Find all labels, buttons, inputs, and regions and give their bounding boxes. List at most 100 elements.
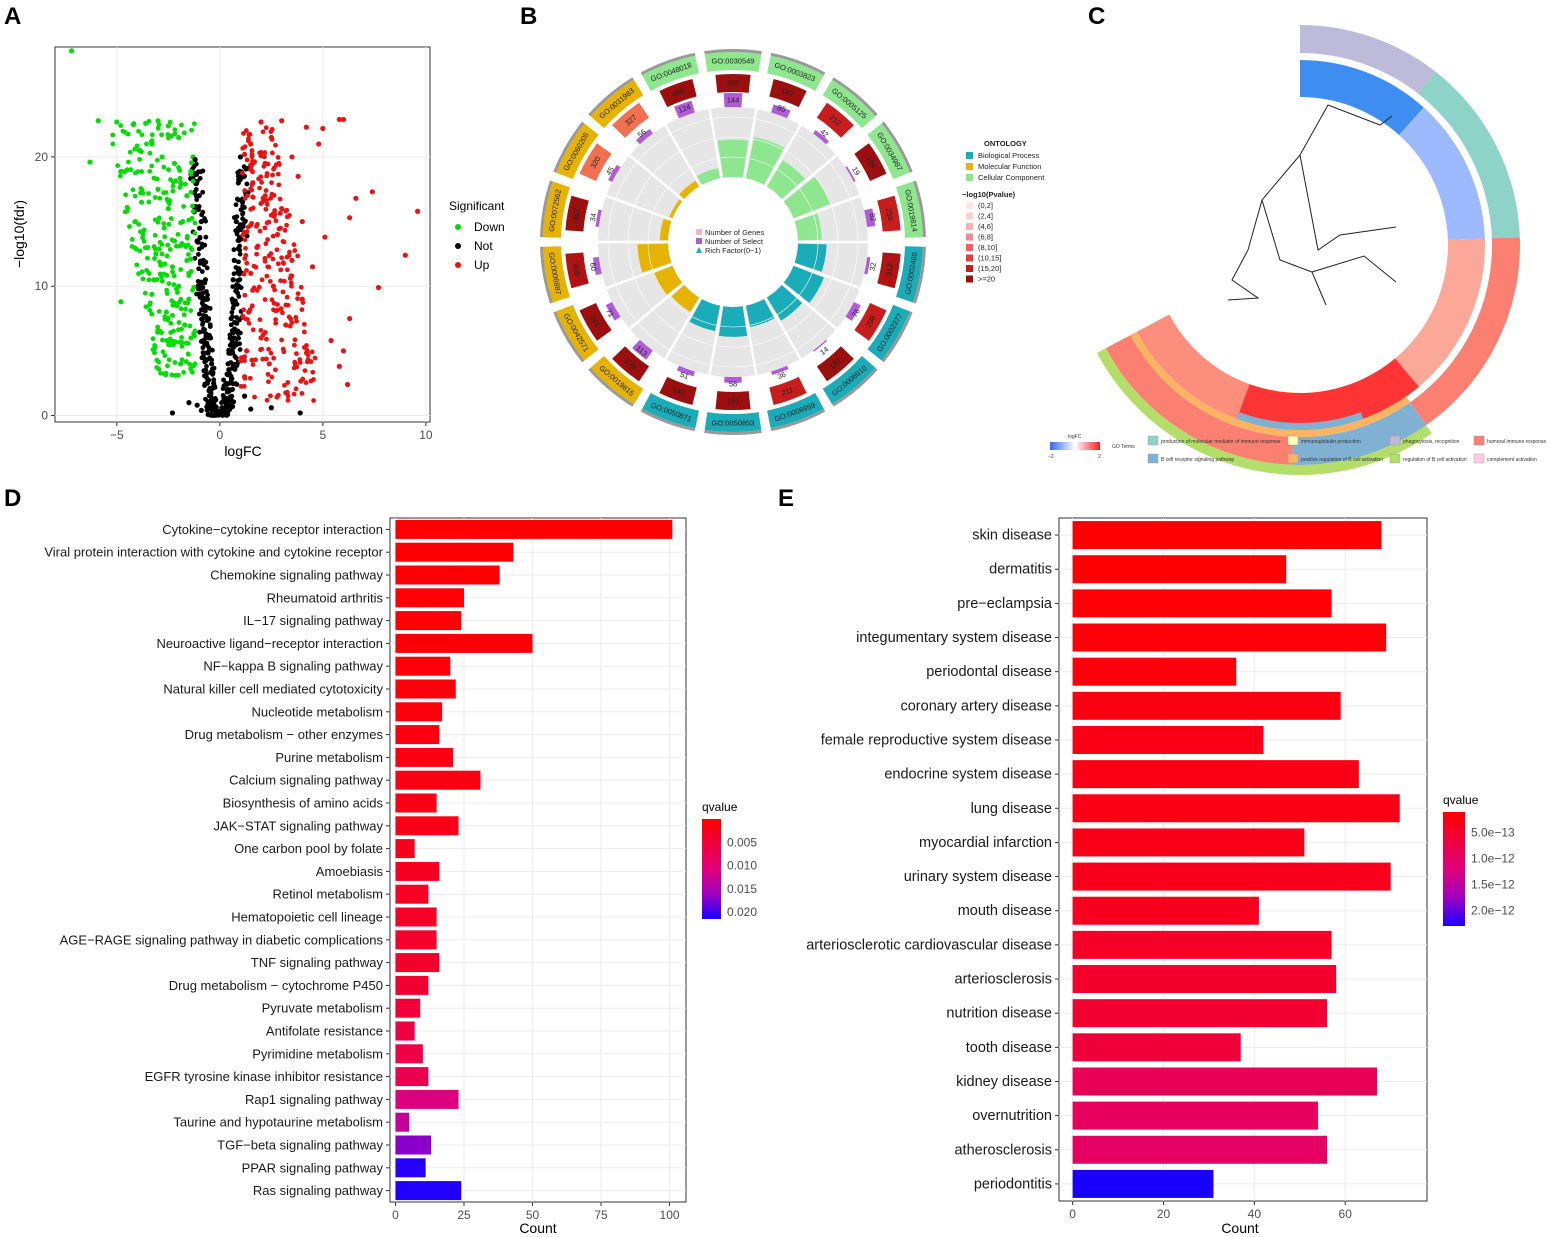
go-term-segment bbox=[1236, 412, 1364, 430]
volcano-point-up bbox=[300, 376, 306, 382]
circos-genes-label: 407 bbox=[571, 207, 582, 221]
circos-term-band bbox=[590, 355, 644, 405]
volcano-point-down bbox=[188, 256, 194, 262]
volcano-point-not bbox=[236, 277, 242, 283]
volcano-point-down bbox=[145, 255, 150, 261]
circos-rich-factor bbox=[718, 306, 748, 337]
volcano-point-down bbox=[147, 307, 153, 313]
volcano-point-up bbox=[340, 348, 347, 354]
volcano-point-up bbox=[249, 151, 255, 157]
bar-category-label: myocardial infarction bbox=[919, 835, 1052, 851]
circos-genes-label: 143 bbox=[671, 385, 686, 398]
volcano-point-down bbox=[130, 121, 136, 128]
volcano-point-not bbox=[219, 405, 225, 411]
volcano-point-up bbox=[264, 171, 270, 176]
volcano-point-not bbox=[236, 235, 242, 240]
volcano-point-not bbox=[231, 335, 237, 341]
volcano-point-up bbox=[266, 264, 272, 270]
volcano-point-up bbox=[279, 255, 285, 261]
volcano-point-not bbox=[192, 189, 198, 195]
bar bbox=[1072, 1033, 1241, 1062]
volcano-point-up bbox=[275, 155, 281, 160]
volcano-point-not bbox=[210, 408, 215, 414]
circos-genes-label: 147 bbox=[780, 86, 795, 99]
volcano-point-down bbox=[171, 238, 178, 244]
kegg-legend-ticks: 0.005 0.010 0.015 0.020 bbox=[721, 835, 757, 919]
volcano-point-not bbox=[197, 286, 203, 292]
volcano-point-not bbox=[202, 216, 207, 221]
volcano-point-up bbox=[256, 176, 262, 182]
go-term-segment bbox=[1418, 71, 1520, 239]
volcano-point-up bbox=[250, 205, 256, 211]
circos-select-bar bbox=[845, 166, 856, 182]
go-term-segment bbox=[1410, 237, 1520, 426]
volcano-point-down bbox=[118, 123, 124, 128]
volcano-point-up bbox=[260, 356, 266, 362]
volcano-point-down bbox=[123, 192, 129, 198]
legend-cc-swatch bbox=[966, 174, 973, 181]
volcano-point-not bbox=[241, 164, 247, 170]
bar bbox=[395, 816, 459, 836]
legend-up-dot bbox=[455, 262, 461, 268]
legend-bp-swatch bbox=[966, 152, 973, 159]
bar-category-label: atherosclerosis bbox=[954, 1142, 1052, 1158]
circos-select-label: 45 bbox=[604, 165, 616, 177]
volcano-point-up bbox=[273, 317, 279, 322]
circos-tick-ring bbox=[913, 180, 926, 238]
volcano-point-not bbox=[220, 392, 226, 398]
volcano-point-not bbox=[228, 322, 234, 328]
volcano-point-not bbox=[229, 328, 235, 334]
volcano-point-not bbox=[206, 335, 213, 341]
volcano-x-tick-label: 5 bbox=[320, 428, 327, 442]
volcano-point-down bbox=[185, 351, 191, 357]
volcano-point-not bbox=[205, 350, 211, 356]
bar bbox=[1072, 589, 1332, 618]
volcano-point-not bbox=[236, 294, 242, 299]
volcano-point-not bbox=[233, 329, 239, 335]
volcano-point-up bbox=[262, 225, 268, 231]
bar-category-label: integumentary system disease bbox=[856, 630, 1052, 646]
volcano-point-up bbox=[271, 165, 277, 171]
bar bbox=[1072, 623, 1387, 652]
volcano-x-label: logFC bbox=[224, 443, 261, 459]
volcano-point-not bbox=[204, 363, 209, 369]
volcano-point-up bbox=[246, 309, 252, 315]
circos-genes-bar bbox=[769, 376, 807, 406]
volcano-point-up bbox=[288, 273, 294, 279]
circos-select-label: 82 bbox=[868, 212, 878, 222]
volcano-point-up bbox=[240, 145, 246, 151]
volcano-point-down bbox=[171, 328, 176, 334]
volcano-point-up bbox=[264, 273, 270, 279]
volcano-point-down bbox=[117, 173, 123, 179]
circos-tick-ring bbox=[770, 408, 826, 432]
volcano-point-up bbox=[291, 242, 297, 248]
volcano-point-not bbox=[212, 384, 218, 390]
volcano-point-down bbox=[132, 218, 138, 225]
volcano-point-not bbox=[234, 315, 239, 320]
volcano-point-up bbox=[268, 251, 274, 256]
volcano-point-up bbox=[257, 150, 263, 156]
volcano-point-up bbox=[262, 193, 268, 199]
circos-genes-bar bbox=[565, 195, 589, 232]
volcano-point-down bbox=[147, 168, 153, 174]
volcano-point-up bbox=[244, 348, 250, 354]
volcano-point-down bbox=[147, 300, 153, 306]
volcano-point-not bbox=[268, 405, 274, 411]
circos-select-bar bbox=[673, 100, 695, 119]
center-legend-genes: Number of Genes bbox=[705, 228, 764, 237]
volcano-point-down bbox=[154, 357, 160, 363]
circos-genes-bar bbox=[715, 391, 751, 410]
volcano-point-down bbox=[185, 242, 191, 248]
circos-select-bar bbox=[605, 302, 621, 321]
pvalue-legend-label: (0,2] bbox=[978, 201, 993, 210]
volcano-point-down bbox=[153, 251, 159, 257]
do-legend-ticks: 5.0e−13 1.0e−12 1.5e−12 2.0e−12 bbox=[1465, 826, 1515, 917]
volcano-point-down bbox=[165, 363, 170, 369]
circos-select-label: 124 bbox=[677, 102, 692, 115]
volcano-point-up bbox=[278, 278, 284, 284]
volcano-point-down bbox=[141, 227, 147, 233]
pvalue-legend-label: (2,4] bbox=[978, 212, 993, 221]
bar-category-label: female reproductive system disease bbox=[821, 732, 1052, 748]
volcano-point-not bbox=[234, 301, 240, 307]
volcano-point-up bbox=[250, 180, 256, 186]
